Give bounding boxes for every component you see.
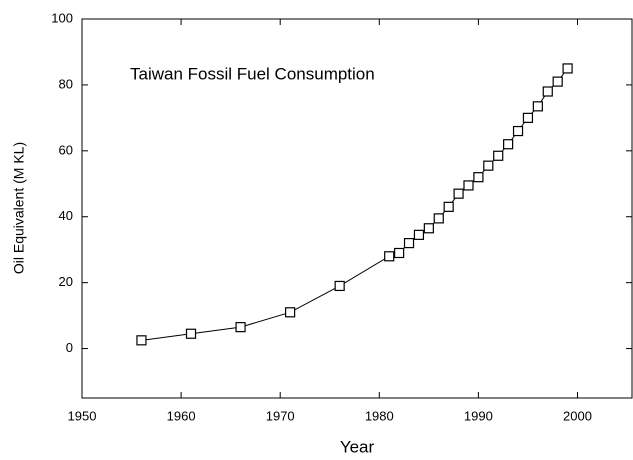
data-point [384,251,395,262]
data-point [423,223,434,234]
data-point [463,180,474,191]
y-axis-label: Oil Equivalent (M KL) [11,142,27,274]
chart-title: Taiwan Fossil Fuel Consumption [130,64,375,83]
data-point [413,229,425,240]
data-point [562,63,573,74]
y-tick-label: 40 [59,208,73,223]
data-point [552,76,563,87]
data-point [503,139,514,150]
data-point [473,172,484,183]
x-tick-label: 1990 [464,408,493,423]
data-point [532,101,543,112]
data-point [235,322,246,333]
data-point [136,335,147,346]
data-point [403,238,415,249]
y-tick-label: 20 [59,274,73,289]
data-point [483,160,494,171]
data-point [334,280,345,292]
x-axis-label: Year [340,437,375,456]
y-tick-label: 80 [59,76,73,91]
x-tick-label: 1980 [365,408,394,423]
data-point [433,213,444,224]
data-point [394,247,405,259]
x-tick-label: 1970 [266,408,295,423]
data-point [285,307,296,318]
data-point [443,201,454,212]
x-tick-label: 1950 [68,408,97,423]
plot-frame [81,18,633,399]
y-tick-label: 100 [51,10,73,25]
data-point [185,328,197,339]
x-tick-label: 2000 [563,408,592,423]
data-point [512,125,524,137]
data-line [141,68,568,341]
data-point [542,86,553,97]
y-tick-label: 0 [66,340,73,355]
y-tick-label: 60 [59,142,73,157]
data-point [453,188,464,199]
x-tick-label: 1960 [167,408,196,423]
data-point [493,150,504,161]
data-point [522,112,534,123]
